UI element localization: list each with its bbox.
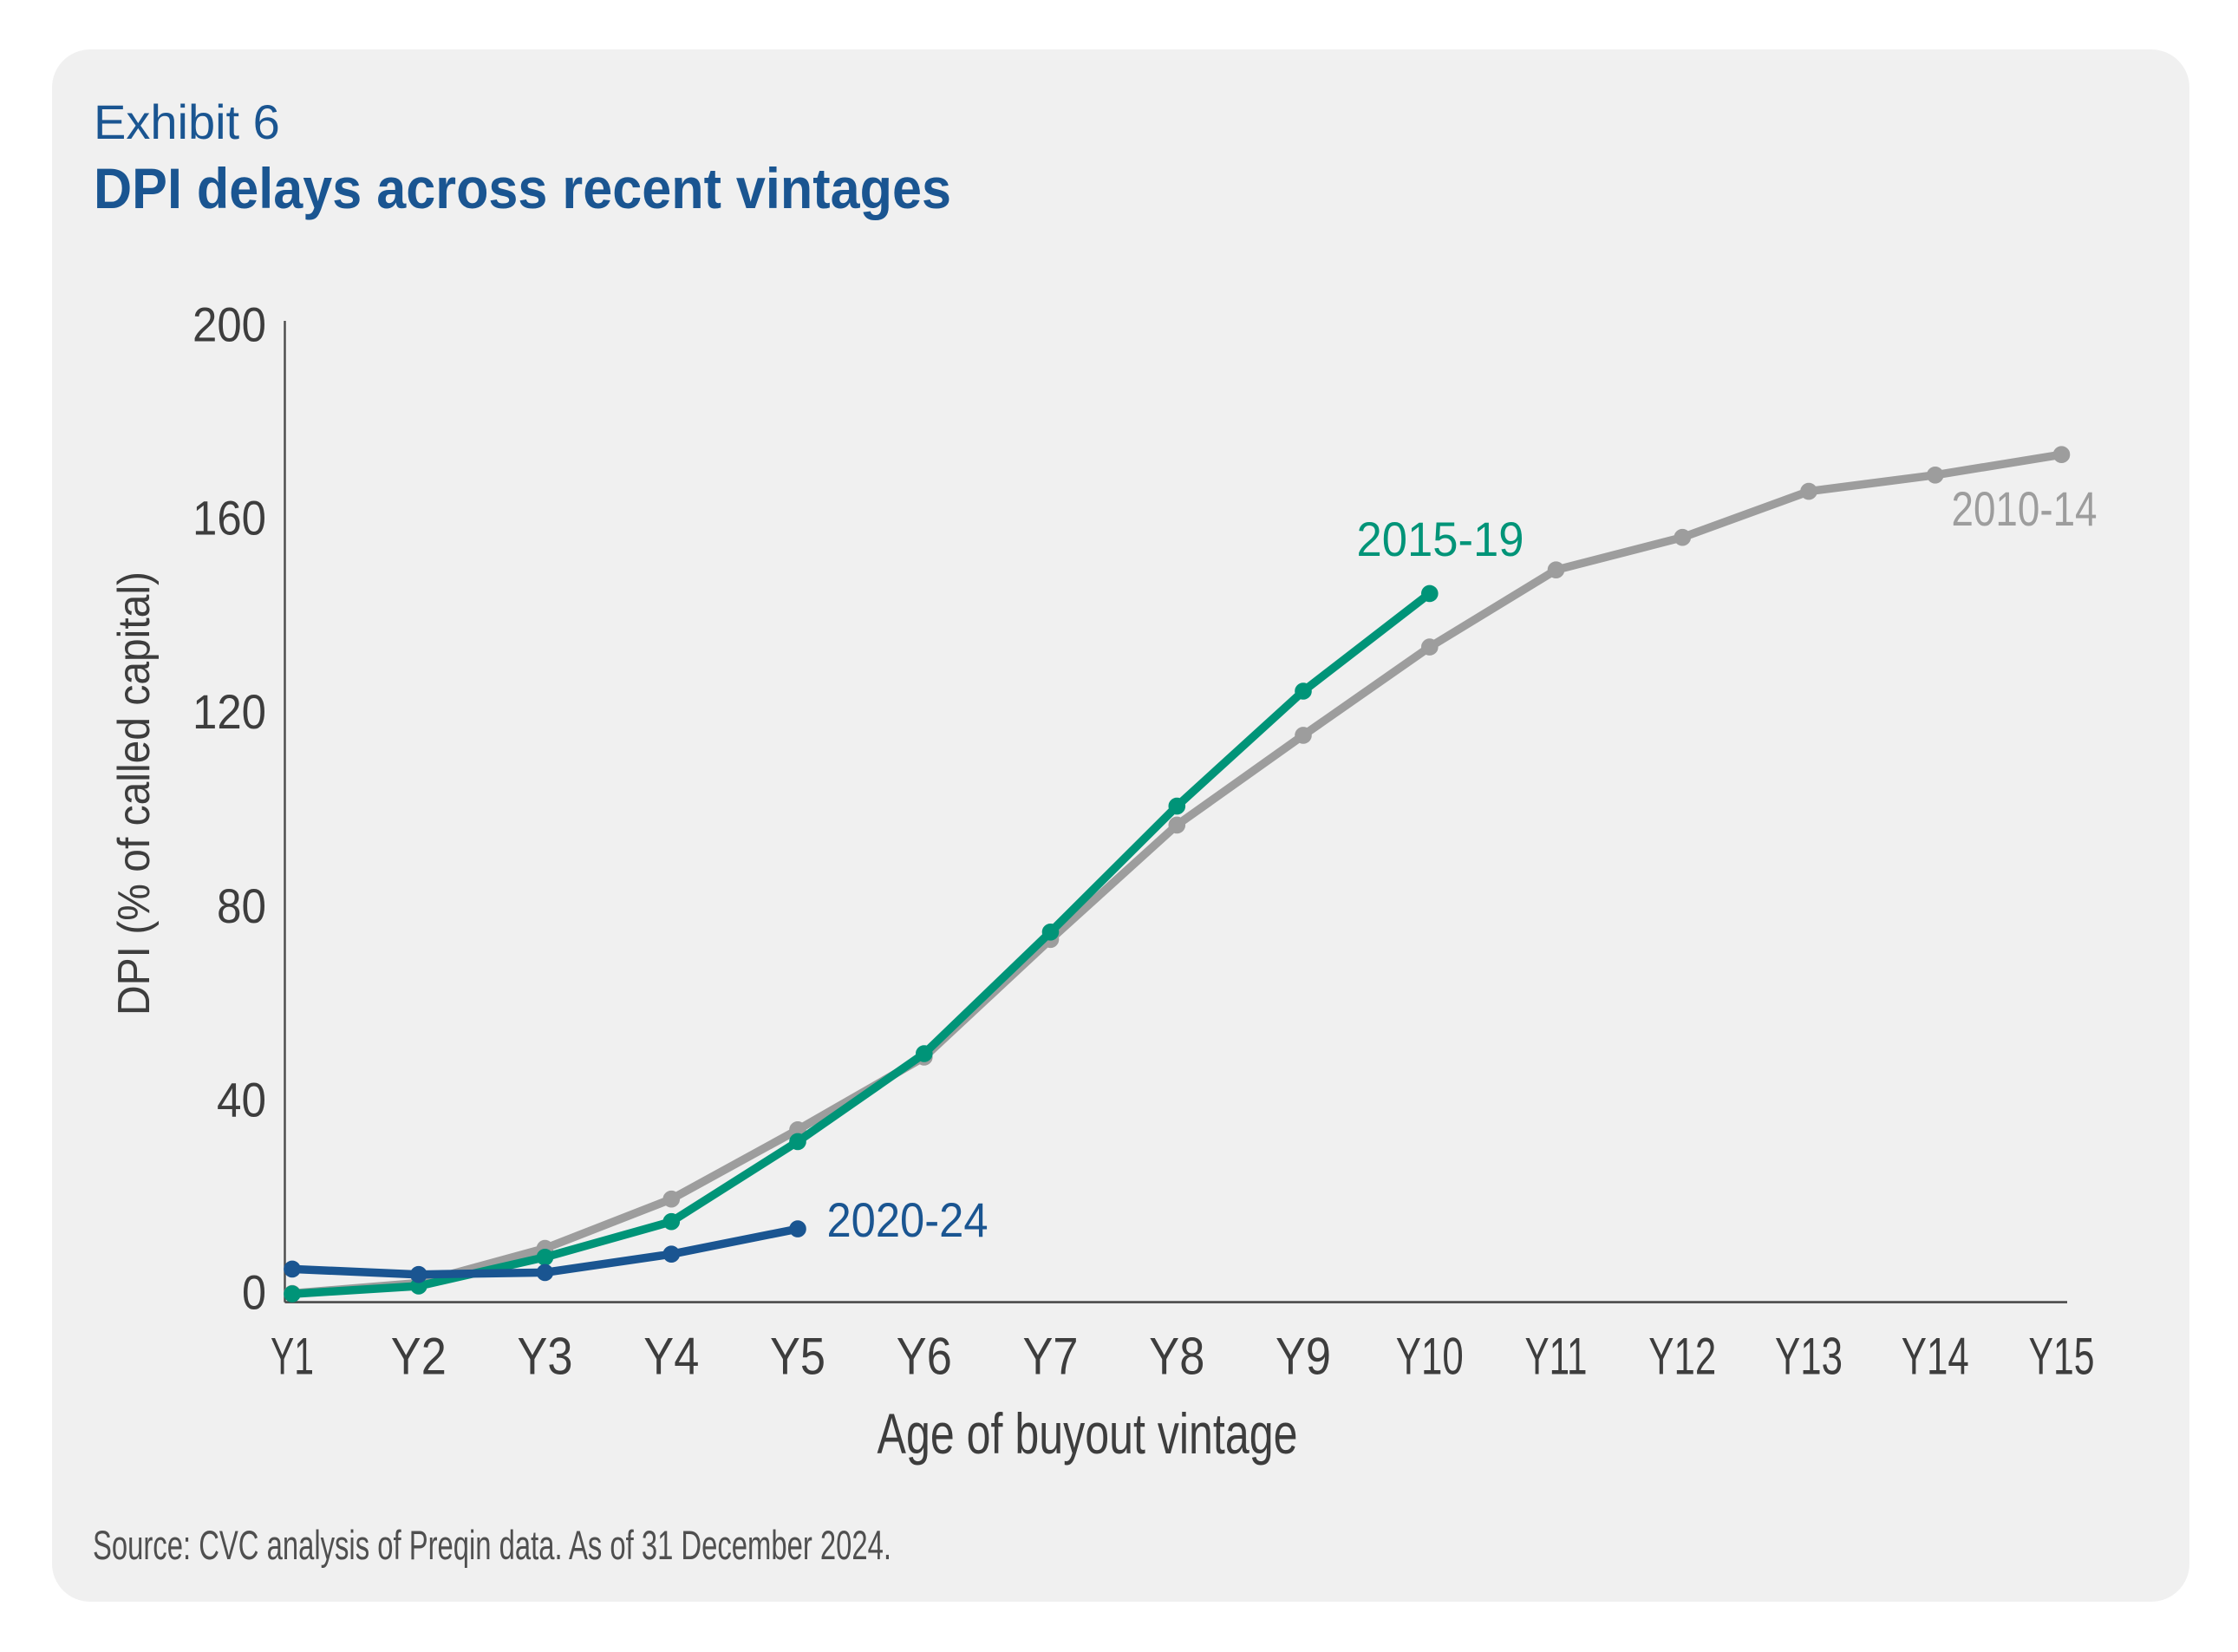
svg-text:Y12: Y12 <box>1648 1328 1716 1386</box>
svg-text:Y4: Y4 <box>643 1328 699 1386</box>
svg-text:DPI (% of called capital): DPI (% of called capital) <box>109 571 160 1015</box>
svg-text:Source: CVC analysis of Preqin: Source: CVC analysis of Preqin data. As … <box>93 1522 891 1568</box>
svg-text:Y11: Y11 <box>1525 1328 1588 1386</box>
svg-text:DPI delays across recent vinta: DPI delays across recent vintages <box>94 156 951 220</box>
svg-text:40: 40 <box>217 1072 266 1126</box>
svg-text:2015-19: 2015-19 <box>1357 512 1524 566</box>
svg-text:2010-14: 2010-14 <box>1952 481 2098 536</box>
svg-text:Y1: Y1 <box>271 1328 314 1386</box>
svg-text:80: 80 <box>217 878 266 933</box>
svg-text:0: 0 <box>242 1265 266 1320</box>
svg-text:Y5: Y5 <box>770 1328 825 1386</box>
svg-text:Exhibit 6: Exhibit 6 <box>94 95 280 149</box>
svg-text:Y6: Y6 <box>897 1328 952 1386</box>
svg-text:Y14: Y14 <box>1902 1328 1969 1386</box>
svg-text:Y3: Y3 <box>518 1328 573 1386</box>
svg-text:Y9: Y9 <box>1276 1328 1331 1386</box>
svg-text:Y2: Y2 <box>391 1328 447 1386</box>
svg-text:160: 160 <box>192 491 266 545</box>
svg-text:200: 200 <box>192 297 266 351</box>
svg-text:Y15: Y15 <box>2029 1328 2095 1386</box>
svg-text:Y13: Y13 <box>1775 1328 1843 1386</box>
svg-text:2020-24: 2020-24 <box>827 1192 989 1247</box>
svg-text:120: 120 <box>192 684 266 739</box>
svg-text:Y8: Y8 <box>1149 1328 1204 1386</box>
svg-text:Age of buyout vintage: Age of buyout vintage <box>878 1401 1298 1466</box>
svg-text:Y7: Y7 <box>1023 1328 1079 1386</box>
svg-text:Y10: Y10 <box>1396 1328 1464 1386</box>
